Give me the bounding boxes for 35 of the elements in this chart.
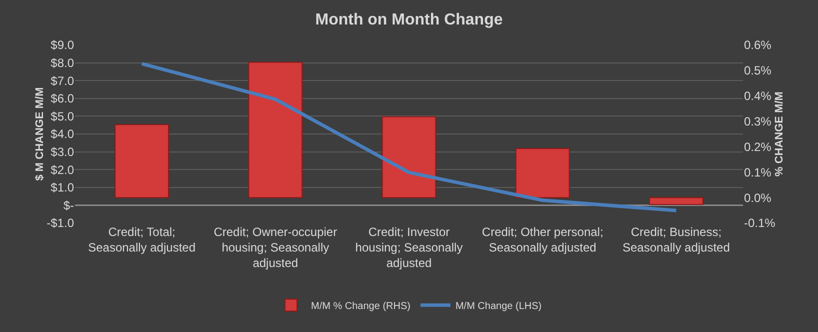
bar [382, 116, 436, 198]
bar [248, 62, 303, 198]
y-tick-label: $7.0 [50, 74, 74, 88]
x-tick-label: Credit; Business; Seasonally adjusted [622, 225, 730, 255]
bar [648, 197, 704, 205]
y-axis-title: $ M CHANGE M/M [34, 87, 46, 181]
x-tick-label: Credit; Other personal; Seasonally adjusted [482, 225, 604, 255]
y2-tick-label: 0.5% [744, 64, 772, 78]
y-tick-label: $3.0 [50, 145, 74, 159]
x-tick-label: Credit; Investor housing; Seasonally adjusted [355, 225, 463, 270]
y-tick-label: $6.0 [50, 92, 74, 106]
y-tick-label: $- [63, 198, 74, 212]
y2-tick-label: 0.1% [744, 165, 772, 180]
y2-tick-label: 0.3% [744, 114, 772, 128]
line-series [140, 62, 678, 212]
bar [114, 124, 170, 198]
y-tick-label: $5.0 [50, 109, 74, 124]
x-tick-label: Credit; Owner-occupier housing; Seasonally adjusted [214, 225, 338, 270]
y2-tick-label: -0.1% [744, 216, 776, 230]
y-tick-label: $9.0 [50, 38, 74, 52]
y2-tick-label: 0.6% [744, 38, 772, 52]
y-tick-label: $8.0 [50, 56, 74, 70]
y-tick-label: -$1.0 [46, 216, 74, 230]
legend-label: M/M Change (LHS) [455, 301, 542, 312]
y2-tick-label: 0.2% [744, 140, 772, 154]
y-tick-label: $2.0 [50, 162, 74, 177]
y2-tick-label: 0.4% [744, 89, 772, 104]
chart-title: Month on Month Change [315, 11, 503, 28]
y-tick-label: $1.0 [50, 180, 74, 195]
bar [515, 148, 570, 198]
legend-label: M/M % Change (RHS) [311, 301, 410, 312]
y2-axis-title: % CHANGE M/M [774, 92, 786, 176]
y-tick-label: $4.0 [50, 127, 74, 142]
x-tick-label: Credit; Total; Seasonally adjusted [88, 225, 196, 255]
y2-tick-label: 0.0% [744, 190, 772, 205]
